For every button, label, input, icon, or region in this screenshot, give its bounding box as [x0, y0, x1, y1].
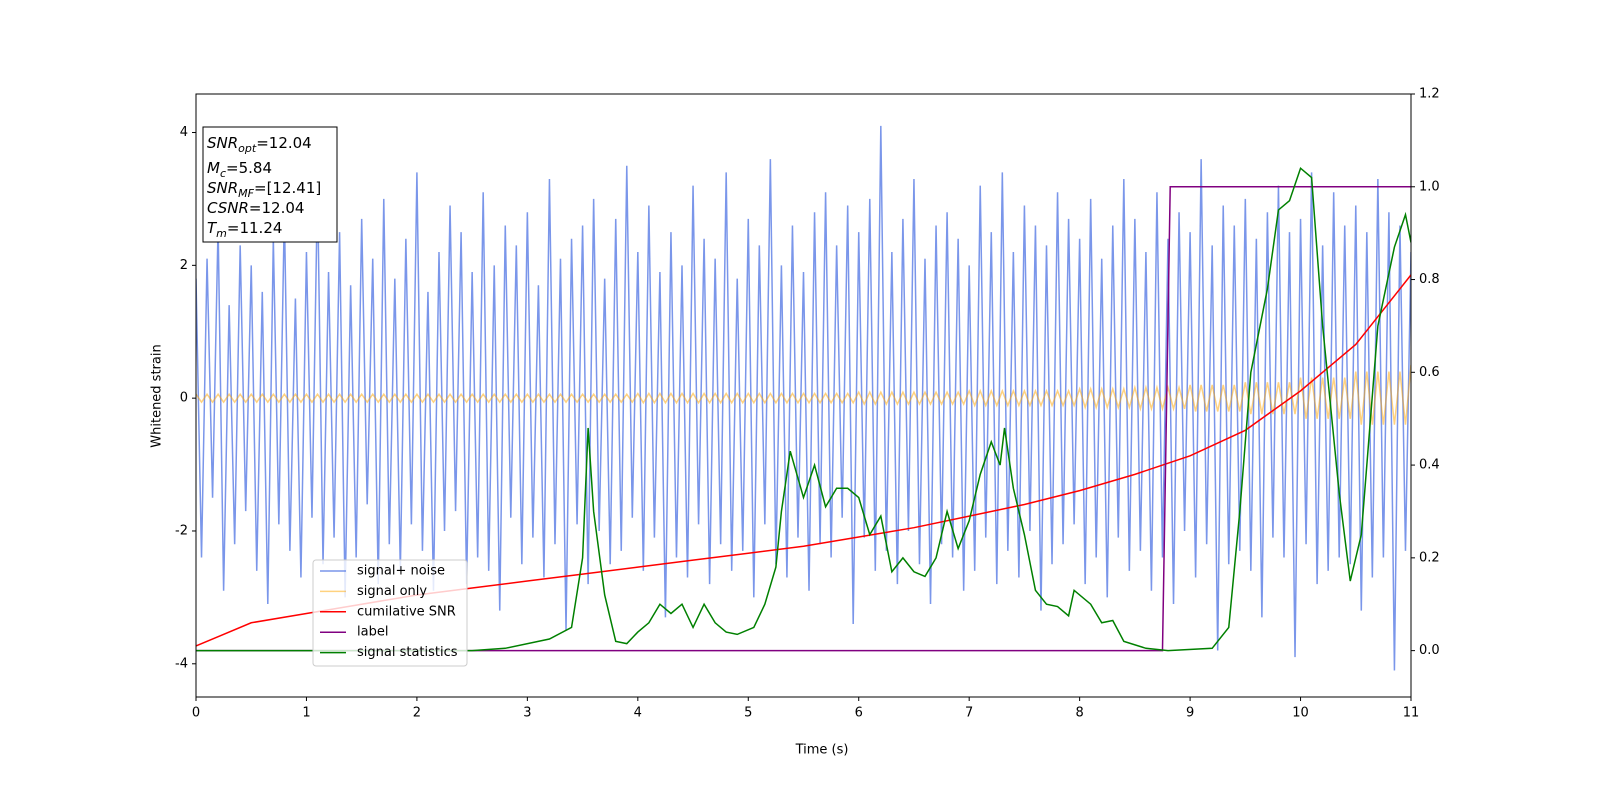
- legend-box: [312, 559, 468, 667]
- y2-tick-label: 0.6: [1419, 365, 1440, 380]
- x-tick-label: 7: [965, 706, 973, 721]
- annotation-text: Tm=11.24: [207, 219, 282, 240]
- annotation-name: T: [207, 219, 218, 237]
- series-line: [196, 125, 1411, 671]
- legend-label: signal only: [357, 584, 427, 599]
- annotation-name: SNR: [207, 134, 238, 152]
- x-tick-label: 4: [634, 706, 642, 721]
- annotation-subscript: MF: [238, 187, 254, 200]
- series-line: [196, 364, 1411, 425]
- y2-tick-label: 0.8: [1419, 272, 1440, 287]
- legend-label: label: [357, 625, 388, 640]
- x-tick-label: 8: [1075, 706, 1083, 721]
- y2-tick-label: 0.2: [1419, 550, 1440, 565]
- x-tick-label: 9: [1186, 706, 1194, 721]
- y-tick-label: -4: [175, 656, 188, 671]
- annotation-name: M: [207, 159, 220, 177]
- annotation-text: Mc=5.84: [207, 159, 272, 180]
- x-tick-label: 6: [855, 706, 863, 721]
- y2-tick-label: 0.0: [1419, 643, 1440, 658]
- y-tick-label: -2: [175, 523, 188, 538]
- series-line: [196, 186, 1411, 652]
- legend-label: signal statistics: [357, 645, 458, 660]
- x-tick-label: 1: [302, 706, 310, 721]
- plot-frame: [195, 93, 1412, 698]
- x-tick-label: 11: [1403, 706, 1420, 721]
- x-tick-label: 5: [744, 706, 752, 721]
- annotation-value: =5.84: [226, 159, 272, 177]
- y-tick-label: 0: [180, 391, 188, 406]
- x-tick-label: 3: [523, 706, 531, 721]
- x-tick-label: 2: [413, 706, 421, 721]
- annotation-value: =12.04: [249, 199, 305, 217]
- annotation-subscript: opt: [238, 142, 257, 155]
- y2-tick-label: 1.0: [1419, 179, 1440, 194]
- annotation-subscript: c: [220, 167, 226, 180]
- legend-label: signal+ noise: [357, 564, 445, 579]
- annotation-subscript: m: [216, 227, 227, 240]
- y-axis-label: Whitened strain: [150, 344, 165, 447]
- annotation-text: SNRMF=[12.41]: [207, 179, 321, 200]
- y-tick-label: 4: [180, 125, 188, 140]
- annotation-value: =[12.41]: [254, 179, 321, 197]
- x-tick-label: 0: [192, 706, 200, 721]
- annotation-value: =12.04: [256, 134, 312, 152]
- legend-label: cumilative SNR: [357, 604, 456, 619]
- y2-tick-label: 1.2: [1419, 87, 1440, 102]
- y-tick-label: 2: [180, 258, 188, 273]
- annotation-value: =11.24: [227, 219, 283, 237]
- annotation-box: [202, 126, 338, 243]
- series-line: [196, 166, 1411, 652]
- x-tick-label: 10: [1292, 706, 1309, 721]
- annotation-text: SNRopt=12.04: [207, 134, 312, 155]
- x-axis-label: Time (s): [795, 743, 849, 758]
- annotation-name: CSNR: [207, 199, 249, 217]
- annotation-name: SNR: [207, 179, 238, 197]
- y2-tick-label: 0.4: [1419, 458, 1440, 473]
- annotation-text: CSNR=12.04: [207, 199, 304, 217]
